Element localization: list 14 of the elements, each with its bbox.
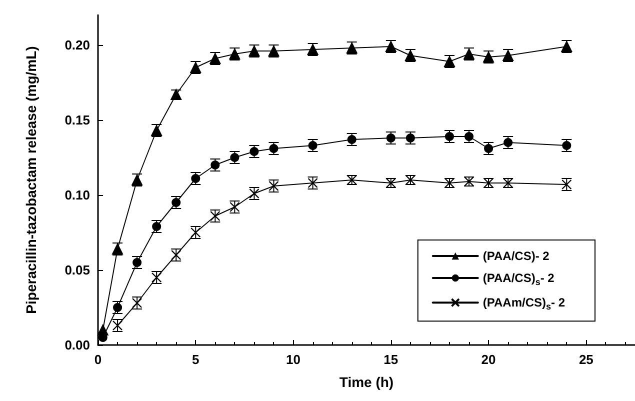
x-axis-title: Time (h) bbox=[339, 374, 394, 390]
y-tick-label: 0.10 bbox=[64, 188, 90, 202]
x-tick-label: 0 bbox=[94, 352, 102, 367]
x-tick-label: 15 bbox=[384, 352, 398, 367]
y-tick-label: 0.00 bbox=[64, 338, 90, 352]
x-tick-label: 5 bbox=[192, 352, 200, 367]
y-tick-label: 0.20 bbox=[64, 38, 90, 52]
y-axis-title: Piperacillin-tazobactam release (mg/mL) bbox=[23, 46, 39, 314]
x-tick-label: 25 bbox=[578, 352, 594, 367]
y-tick-label: 0.15 bbox=[64, 112, 90, 128]
y-tick-label: 0.05 bbox=[64, 262, 90, 278]
x-tick-label: 10 bbox=[286, 352, 301, 367]
x-tick-label: 20 bbox=[481, 352, 496, 367]
legend-label: (PAA/CS)- 2 bbox=[482, 249, 550, 263]
